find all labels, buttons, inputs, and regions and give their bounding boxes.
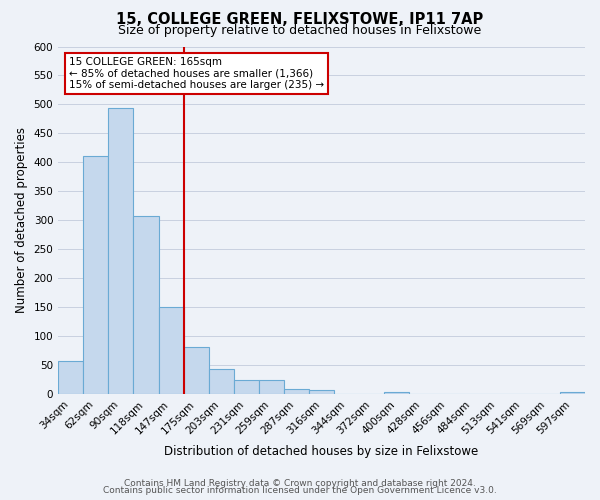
Bar xyxy=(184,347,209,395)
Text: 15 COLLEGE GREEN: 165sqm
← 85% of detached houses are smaller (1,366)
15% of sem: 15 COLLEGE GREEN: 165sqm ← 85% of detach… xyxy=(69,57,324,90)
Bar xyxy=(209,369,234,394)
Bar xyxy=(234,380,259,394)
Bar xyxy=(385,392,409,394)
Bar xyxy=(109,108,133,395)
Text: Size of property relative to detached houses in Felixstowe: Size of property relative to detached ho… xyxy=(118,24,482,37)
Text: 15, COLLEGE GREEN, FELIXSTOWE, IP11 7AP: 15, COLLEGE GREEN, FELIXSTOWE, IP11 7AP xyxy=(116,12,484,28)
X-axis label: Distribution of detached houses by size in Felixstowe: Distribution of detached houses by size … xyxy=(164,444,479,458)
Text: Contains public sector information licensed under the Open Government Licence v3: Contains public sector information licen… xyxy=(103,486,497,495)
Bar xyxy=(284,388,309,394)
Bar xyxy=(83,156,109,394)
Bar xyxy=(259,380,284,394)
Text: Contains HM Land Registry data © Crown copyright and database right 2024.: Contains HM Land Registry data © Crown c… xyxy=(124,478,476,488)
Y-axis label: Number of detached properties: Number of detached properties xyxy=(15,128,28,314)
Bar xyxy=(560,392,585,394)
Bar xyxy=(58,362,83,394)
Bar xyxy=(133,216,158,394)
Bar xyxy=(158,308,184,394)
Bar xyxy=(309,390,334,394)
